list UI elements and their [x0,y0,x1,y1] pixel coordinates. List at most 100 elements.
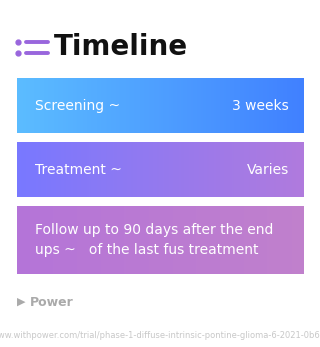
Bar [167,142,169,197]
Bar [213,206,215,274]
Bar [282,142,284,197]
Bar [101,142,103,197]
Bar [33,78,35,133]
Bar [136,206,138,274]
Bar [100,78,102,133]
Bar [33,142,35,197]
Bar [188,142,190,197]
Bar [41,142,43,197]
Bar [301,78,303,133]
Bar [274,78,276,133]
Bar [121,142,123,197]
Bar [280,142,282,197]
Bar [156,206,158,274]
Bar [261,142,263,197]
Bar [140,142,142,197]
Bar [234,78,236,133]
Bar [133,78,135,133]
Bar [193,142,195,197]
Bar [67,78,69,133]
Bar [244,206,246,274]
Bar [46,78,48,133]
Bar [71,142,73,197]
Bar [219,206,220,274]
Bar [60,206,62,274]
Bar [261,206,263,274]
Bar [157,206,159,274]
Bar [151,78,153,133]
Bar [193,78,195,133]
Bar [199,142,201,197]
Bar [103,142,105,197]
Text: ▶: ▶ [17,297,26,307]
Bar [96,142,98,197]
Bar [292,206,293,274]
Bar [287,78,289,133]
Bar [231,78,233,133]
Bar [110,142,112,197]
Bar [276,78,278,133]
Bar [86,206,88,274]
Bar [269,206,271,274]
Bar [227,142,229,197]
Bar [194,206,196,274]
Bar [186,142,188,197]
Bar [24,142,26,197]
Bar [126,142,128,197]
Bar [37,78,39,133]
Bar [120,142,122,197]
Bar [117,78,119,133]
Bar [93,142,95,197]
Bar [272,206,274,274]
Bar [203,78,205,133]
Bar [103,78,105,133]
Bar [78,78,80,133]
Bar [259,142,260,197]
Bar [57,206,59,274]
Bar [126,206,128,274]
Bar [196,142,198,197]
Bar [240,206,242,274]
Bar [289,142,291,197]
Bar [226,142,228,197]
Bar [66,142,68,197]
Bar [249,142,251,197]
Bar [84,142,86,197]
Bar [204,206,206,274]
Bar [173,142,175,197]
Bar [194,142,196,197]
Bar [28,142,30,197]
Bar [61,142,63,197]
Bar [59,206,60,274]
Bar [24,206,26,274]
Bar [239,142,241,197]
Bar [289,78,291,133]
Bar [243,78,245,133]
Bar [297,78,299,133]
Bar [219,142,220,197]
Bar [73,142,75,197]
Bar [63,142,65,197]
Bar [203,142,205,197]
Bar [151,142,153,197]
Bar [207,78,209,133]
Bar [41,206,43,274]
Bar [283,78,285,133]
Bar [180,206,182,274]
Bar [124,206,126,274]
Bar [187,142,189,197]
Bar [51,142,53,197]
Bar [100,206,102,274]
Bar [234,142,236,197]
Bar [47,142,49,197]
Bar [253,142,255,197]
Bar [206,142,208,197]
Bar [126,78,128,133]
Bar [176,142,178,197]
Bar [97,78,99,133]
Bar [40,142,42,197]
Bar [191,142,193,197]
Bar [196,206,198,274]
Bar [37,142,39,197]
Bar [274,206,276,274]
